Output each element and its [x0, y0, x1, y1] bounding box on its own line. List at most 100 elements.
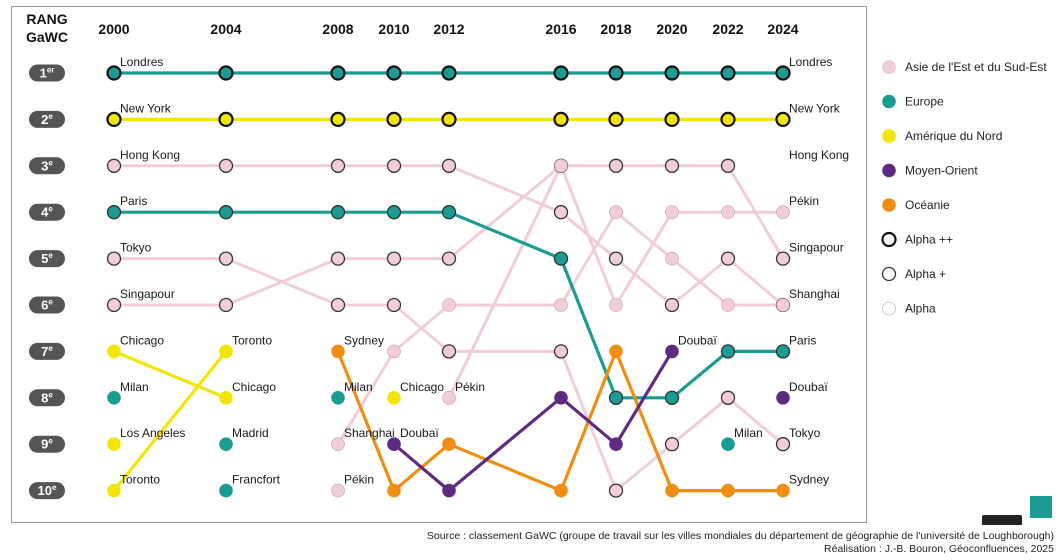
- line-pekin-2016: [559, 164, 618, 307]
- city-label-pekin-2012: Pékin: [455, 380, 485, 394]
- point-new-york-2008: [330, 111, 346, 128]
- city-label-chicago-2004: Chicago: [232, 380, 276, 394]
- point-sydney-2008: [331, 344, 345, 359]
- rank-suffix: e: [48, 112, 53, 121]
- year-label-2008: 2008: [322, 21, 353, 37]
- city-label-londres-2000: Londres: [120, 55, 163, 69]
- point-hong-kong-2010: [386, 158, 402, 173]
- point-doubai-2020: [665, 344, 679, 359]
- point-hong-kong-2004: [218, 158, 234, 173]
- city-label-tokyo-2000: Tokyo: [120, 241, 152, 255]
- point-singapour-2018: [608, 158, 624, 173]
- point-sydney-2018: [609, 344, 623, 359]
- point-tokyo-2016: [553, 344, 569, 359]
- point-singapour-2010: [386, 251, 402, 266]
- point-hong-kong-2018: [608, 251, 624, 266]
- year-label-2010: 2010: [378, 21, 409, 37]
- cc-badge-icon: [982, 515, 1022, 525]
- legend: Asie de l'Est et du Sud-Est Europe Amériqu…: [881, 60, 1047, 316]
- point-doubai-2018: [609, 437, 623, 452]
- point-doubai-2010: [387, 437, 401, 452]
- legend-swatch-amerique: [882, 129, 896, 143]
- rank-badge-4: [29, 203, 65, 221]
- rank-label-2: 2e: [41, 112, 53, 127]
- city-label-hong-kong-2000: Hong Kong: [120, 148, 180, 162]
- line-shanghai-2010: [392, 303, 451, 353]
- city-label-singapour-2000: Singapour: [120, 287, 175, 301]
- rank-badge-1: [29, 64, 65, 82]
- point-tokyo-2000: [106, 251, 122, 266]
- legend-label-amerique: Amérique du Nord: [905, 129, 1002, 143]
- year-label-2020: 2020: [656, 21, 687, 37]
- point-toronto-2000: [107, 483, 121, 498]
- legend-swatch-europe: [882, 94, 896, 109]
- legend-tier-alpha: [881, 231, 897, 248]
- rank-number: 10: [38, 483, 52, 498]
- city-label-sydney-2008: Sydney: [344, 333, 384, 347]
- city-label-francfort-2004: Francfort: [232, 473, 281, 487]
- point-singapour-2000: [106, 297, 122, 313]
- point-madrid-2004: [219, 437, 233, 452]
- rank-header-line2: GaWC: [26, 29, 68, 45]
- point-paris-2004: [218, 205, 234, 220]
- chart-frame: [11, 6, 867, 523]
- point-pekin-2008: [331, 483, 345, 498]
- point-paris-2010: [386, 205, 402, 220]
- legend-swatch-asie: [882, 60, 896, 74]
- point-paris-2024: [775, 344, 791, 359]
- line-pekin-2018: [614, 210, 674, 307]
- line-tokyo-2018: [614, 442, 674, 493]
- point-tokyo-2004: [218, 251, 234, 266]
- line-singapour-2012: [447, 164, 563, 261]
- point-pekin-2016: [554, 159, 568, 173]
- point-chicago-2004: [219, 390, 233, 405]
- year-label-2012: 2012: [433, 21, 464, 37]
- point-singapour-2008: [330, 251, 346, 266]
- point-singapour-2020: [664, 158, 680, 173]
- rank-badge-5: [29, 250, 65, 268]
- point-francfort-2004: [219, 483, 233, 498]
- point-shanghai-2008: [331, 437, 345, 452]
- point-doubai-2016: [554, 390, 568, 405]
- point-singapour-2024: [775, 251, 791, 266]
- labels-layer: Londres New York Hong Kong Paris Tokyo Singap…: [120, 55, 849, 487]
- line-toronto-2000: [112, 349, 228, 493]
- point-sydney-2012: [442, 437, 456, 452]
- line-doubai-2018: [614, 349, 674, 446]
- city-label-los-angeles-2000: Los Angeles: [120, 426, 185, 440]
- city-label-singapour-2024: Singapour: [789, 241, 844, 255]
- point-shanghai-2018: [609, 205, 623, 219]
- rank-label-8: 8e: [41, 390, 53, 405]
- legend-label-moyen: Moyen-Orient: [905, 164, 978, 178]
- point-chicago-2000: [107, 344, 121, 359]
- point-milan-2008: [331, 390, 345, 405]
- city-label-shanghai-2024: Shanghai: [789, 287, 840, 301]
- city-label-shanghai-2008: Shanghai: [344, 426, 395, 440]
- line-paris-2020: [670, 349, 730, 400]
- point-new-york-2020: [664, 111, 680, 128]
- point-londres-2024: [775, 65, 791, 81]
- line-hong-kong-2018: [614, 257, 674, 307]
- rank-badge-3: [29, 157, 65, 175]
- point-sydney-2010: [387, 483, 401, 498]
- city-label-paris-2000: Paris: [120, 194, 147, 208]
- rank-badge-7: [29, 342, 65, 360]
- rank-header-line1: RANG: [26, 11, 67, 27]
- point-paris-2008: [330, 205, 346, 220]
- city-label-chicago-2000: Chicago: [120, 333, 164, 347]
- point-new-york-2000: [106, 111, 122, 128]
- rank-badge-9: [29, 435, 65, 453]
- point-doubai-2012: [442, 483, 456, 498]
- point-paris-2012: [441, 205, 457, 220]
- legend-label-asie: Asie de l'Est et du Sud-Est: [905, 60, 1047, 74]
- point-new-york-2022: [720, 111, 736, 128]
- rank-suffix: e: [48, 251, 53, 260]
- point-pekin-2012: [442, 390, 456, 405]
- line-doubai-2016: [559, 396, 618, 446]
- rank-suffix: e: [48, 158, 53, 167]
- point-londres-2018: [608, 65, 624, 81]
- point-londres-2022: [720, 65, 736, 81]
- year-label-2024: 2024: [767, 21, 798, 37]
- point-paris-2018: [608, 390, 624, 405]
- line-shanghai-2018: [614, 210, 674, 261]
